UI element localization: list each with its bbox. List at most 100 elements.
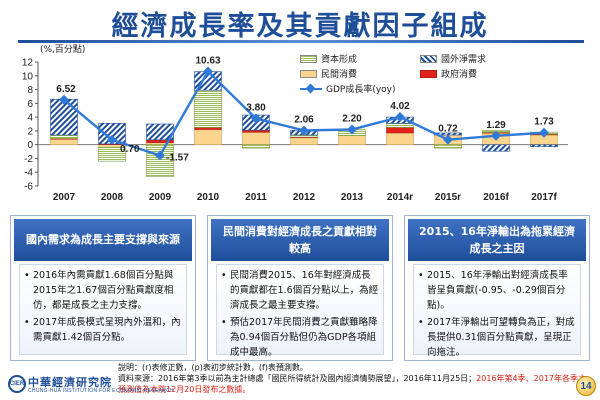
y-tick-label: -6 bbox=[24, 182, 33, 193]
panel-heading: 國內需求為成長主要支撐與來源 bbox=[14, 219, 192, 261]
page-number-badge: 14 bbox=[576, 376, 596, 396]
x-category-label: 2007 bbox=[53, 192, 76, 203]
gdp-data-label: 0.72 bbox=[438, 124, 458, 135]
panel-heading: 2015、16年淨輸出為拖累經濟成長之主因 bbox=[408, 219, 586, 261]
panel-body: 2016年內需貢獻1.68個百分點與2015年之1.67個百分點貢獻度相仿，都是… bbox=[19, 264, 187, 355]
gdp-point-marker bbox=[299, 125, 309, 136]
gdp-data-label: 1.73 bbox=[534, 117, 554, 128]
gdp-data-label: 1.29 bbox=[486, 120, 506, 131]
y-tick-label: 10 bbox=[22, 71, 34, 82]
bar-segment-3-資本形成 bbox=[194, 89, 222, 128]
chart-legend: 資本形成 國外淨需求 民間消費 政府消費 GDP成長率(yoy) bbox=[300, 50, 550, 98]
gdp-growth-line: 6.52 0.70 -1.57 10.63 3.80 2.06 2.20 4.02 0.72 1.… bbox=[56, 55, 554, 163]
bar-segment-2-民間消費 bbox=[146, 142, 174, 145]
x-category-label: 2012 bbox=[293, 192, 316, 203]
legend-item-gdp-growth: GDP成長率(yoy) bbox=[300, 82, 396, 95]
notes-source-main: 資料來源：2016年第3季以前為主計總處「國民所得統計及國內經濟情勢展望」，20… bbox=[118, 374, 477, 383]
bar-segment-4-政府消費 bbox=[242, 129, 270, 133]
gdp-point-marker bbox=[155, 150, 165, 161]
y-tick-label: -2 bbox=[24, 154, 33, 165]
y-tick-label: 0 bbox=[27, 140, 33, 151]
bar-segment-7-政府消費 bbox=[386, 127, 414, 134]
gdp-point-marker bbox=[491, 130, 501, 141]
legend-label: GDP成長率(yoy) bbox=[326, 85, 396, 95]
panel-heading: 民間消費對經濟成長之貢獻相對較高 bbox=[211, 219, 389, 261]
y-tick-label: 4 bbox=[27, 113, 33, 124]
panel-body: 民間消費2015、16年對經濟成長的貢獻都在1.6個百分點以上，為經濟成長之最主… bbox=[216, 264, 384, 358]
bar-segment-2-資本形成 bbox=[146, 144, 174, 177]
gdp-data-label: 4.02 bbox=[390, 101, 410, 112]
page-title: 經濟成長率及其貢獻因子組成 bbox=[111, 11, 489, 42]
bar-segment-10-國外淨需求 bbox=[530, 144, 558, 147]
y-axis-unit-label: (%,百分點) bbox=[40, 43, 85, 55]
x-category-label: 2013 bbox=[341, 192, 364, 203]
legend-item-capital-formation: 資本形成 bbox=[300, 52, 357, 65]
panel-private-consumption: 民間消費對經濟成長之貢獻相對較高 民間消費2015、16年對經濟成長的貢獻都在1… bbox=[207, 215, 393, 361]
bar-stacks bbox=[50, 71, 558, 177]
legend-label: 民間消費 bbox=[321, 70, 358, 80]
gdp-point-marker bbox=[443, 134, 453, 145]
x-axis-categories: 2007 2008 2009 2010 2011 2012 2013 2014r 2015r 20… bbox=[53, 192, 558, 203]
x-category-label: 2010 bbox=[197, 192, 220, 203]
x-category-label: 2015r bbox=[435, 192, 461, 203]
panel-domestic-demand: 國內需求為成長主要支撐與來源 2016年內需貢獻1.68個百分點與2015年之1… bbox=[10, 215, 196, 361]
panel-bullet: 2017年淨輸出可望轉負為正，對成長提供0.31個百分點貢獻，呈現正向拖注。 bbox=[418, 315, 576, 360]
institute-name-en: CHUNG-HUA INSTITUTION FOR ECONOMIC RESEA… bbox=[28, 388, 174, 394]
panel-bullet: 預估2017年民間消費之貢獻雖略降為0.94個百分點但仍為GDP各項組成中最高。 bbox=[221, 315, 379, 360]
legend-swatch-capital-formation bbox=[300, 54, 317, 63]
title-divider bbox=[18, 40, 584, 43]
bar-segment-3-民間消費 bbox=[194, 129, 222, 145]
panel-body: 2015、16年淨輸出對經濟成長率皆呈負貢獻(-0.95、-0.29個百分點)。… bbox=[413, 264, 581, 358]
gdp-point-marker bbox=[539, 127, 549, 138]
bar-segment-7-資本形成 bbox=[386, 123, 414, 128]
legend-swatch-government-consumption bbox=[420, 69, 437, 78]
bar-segment-8-資本形成 bbox=[434, 144, 462, 149]
gdp-data-label: 3.80 bbox=[246, 102, 266, 113]
bar-segment-0-資本形成 bbox=[50, 134, 78, 139]
bar-segment-6-民間消費 bbox=[338, 135, 366, 145]
gdp-data-label: 0.70 bbox=[120, 144, 140, 155]
x-category-label: 2009 bbox=[149, 192, 172, 203]
legend-item-net-foreign-demand: 國外淨需求 bbox=[420, 52, 486, 65]
legend-swatch-private-consumption bbox=[300, 69, 317, 78]
legend-label: 國外淨需求 bbox=[441, 55, 487, 65]
y-tick-label: 6 bbox=[27, 99, 33, 110]
x-category-label: 2011 bbox=[245, 192, 267, 203]
bar-segment-4-資本形成 bbox=[242, 144, 270, 149]
y-tick-label: 2 bbox=[27, 126, 33, 137]
y-tick-label: 8 bbox=[27, 85, 33, 96]
x-category-label: 2017f bbox=[531, 192, 557, 203]
gdp-point-marker bbox=[107, 134, 117, 145]
panel-bullet: 2015、16年淨輸出對經濟成長率皆呈負貢獻(-0.95、-0.29個百分點)。 bbox=[418, 268, 576, 313]
bar-segment-9-國外淨需求 bbox=[482, 144, 510, 152]
bar-segment-0-國外淨需求 bbox=[50, 98, 78, 136]
y-tick-label: -4 bbox=[24, 168, 33, 179]
gdp-point-marker bbox=[59, 94, 69, 105]
bar-segment-1-資本形成 bbox=[98, 147, 126, 162]
legend-item-private-consumption: 民間消費 bbox=[300, 67, 357, 80]
bar-segment-5-民間消費 bbox=[290, 137, 318, 145]
bar-segment-0-民間消費 bbox=[50, 138, 78, 145]
source-notes: 說明：(r)表修正數，(p)表初步統計數，(f)表預測數。 資料來源：2016年… bbox=[118, 362, 588, 395]
legend-label: 資本形成 bbox=[321, 55, 358, 65]
x-category-label: 2008 bbox=[101, 192, 124, 203]
gdp-data-label: 10.63 bbox=[195, 55, 220, 66]
gdp-data-label: 6.52 bbox=[56, 84, 76, 95]
legend-swatch-net-foreign-demand bbox=[420, 54, 437, 63]
legend-swatch-gdp-line bbox=[300, 85, 322, 93]
bar-segment-3-政府消費 bbox=[194, 127, 222, 130]
gdp-point-marker bbox=[203, 66, 213, 77]
x-category-label: 2016f bbox=[483, 192, 509, 203]
y-tick-label: 12 bbox=[22, 58, 34, 69]
legend-label: 政府消費 bbox=[441, 70, 478, 80]
panel-bullet: 2016年內需貢獻1.68個百分點與2015年之1.67個百分點貢獻度相仿，都是… bbox=[24, 268, 182, 313]
gdp-data-label: 2.20 bbox=[342, 114, 362, 125]
institute-name-cn: 中華經濟研究院 bbox=[28, 376, 112, 389]
bar-segment-7-民間消費 bbox=[386, 132, 414, 145]
gdp-data-label: -1.57 bbox=[166, 152, 189, 163]
x-category-label: 2014r bbox=[387, 192, 413, 203]
notes-source-forecast: 2016年第4季、2017年各季之預測值為本院12月20日發布之數據。 bbox=[118, 374, 586, 394]
notes-data-source: 資料來源：2016年第3季以前為主計總處「國民所得統計及國內經濟情勢展望」，20… bbox=[118, 373, 588, 395]
bar-segment-4-民間消費 bbox=[242, 131, 270, 145]
legend-item-government-consumption: 政府消費 bbox=[420, 67, 477, 80]
